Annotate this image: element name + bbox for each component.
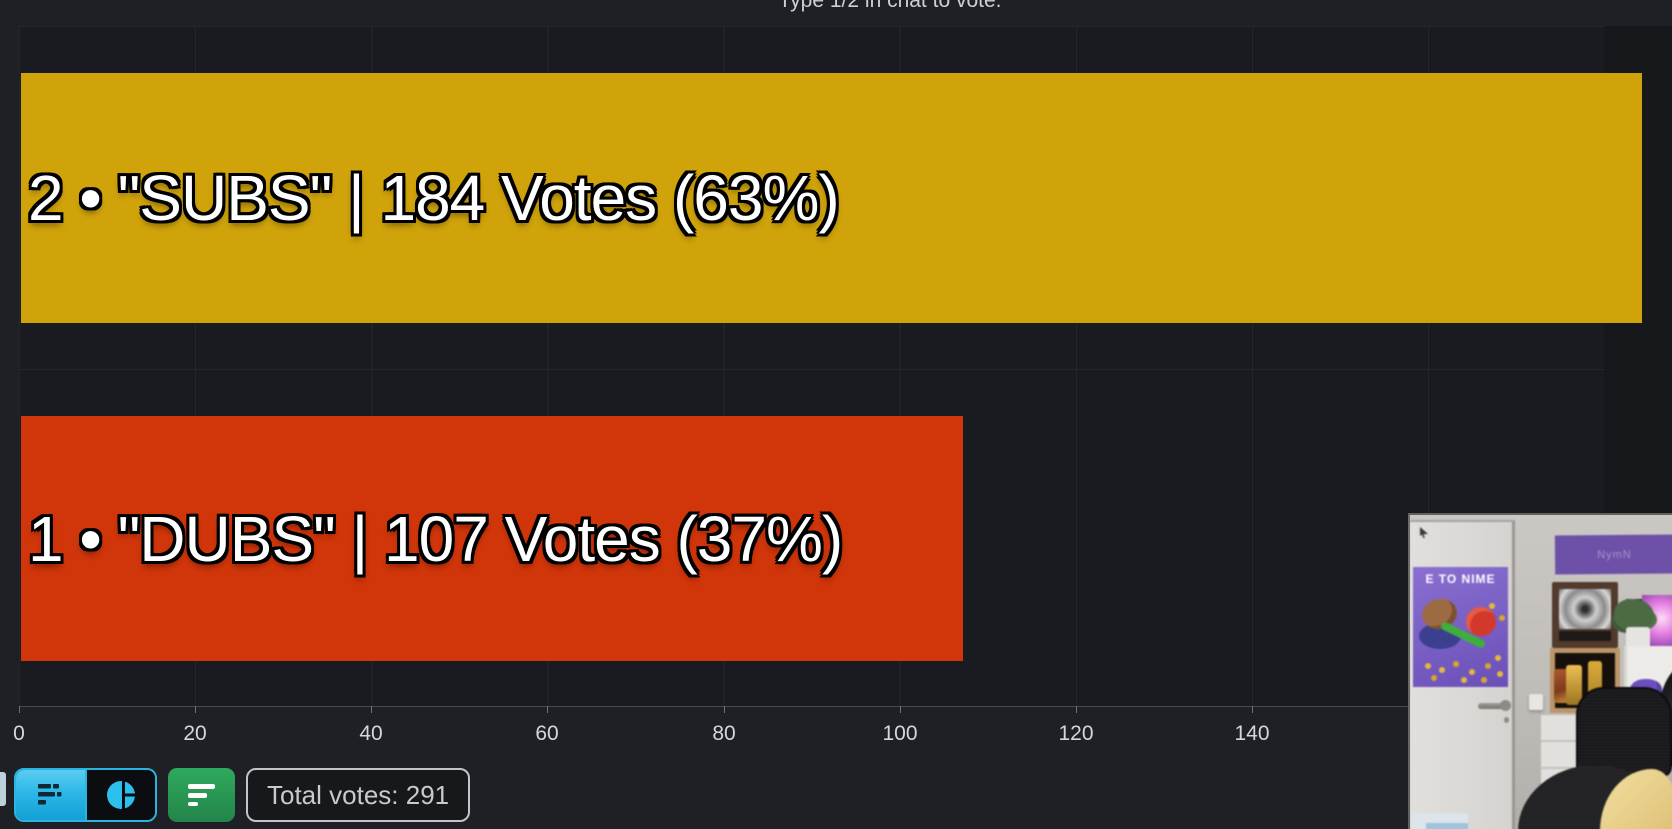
x-tick-label: 100 [882,722,918,745]
office-chair-headrest [1576,687,1672,777]
door-poster: E TO NIME [1413,567,1508,687]
chart-toolbar: Total votes: 291 [14,768,471,822]
x-tick-label: 120 [1058,722,1094,745]
picture-frame-band [1559,631,1611,641]
x-tick-label: 0 [13,722,25,745]
light-switch [1529,694,1543,710]
picture-frame [1552,582,1618,648]
picture-frame-art [1559,589,1611,629]
x-tick-mark [19,706,20,713]
webcam-overlay: E TO NIME NymN [1408,513,1672,829]
x-tick-mark [724,706,725,713]
x-tick-mark [900,706,901,713]
pie-view-button[interactable] [84,770,155,820]
x-tick-mark [547,706,548,713]
vote-bar-label: 2 • "SUBS" | 184 Votes (63%) [28,162,840,234]
webcam-corner-object-2 [1426,823,1468,829]
vote-bar-label: 1 • "DUBS" | 107 Votes (37%) [28,502,843,575]
gold-bottle [1566,665,1582,705]
door-handle [1478,703,1506,709]
streamer-sign: NymN [1554,534,1672,575]
bar-view-button[interactable] [16,770,85,820]
total-votes-badge: Total votes: 291 [246,768,471,822]
bar-chart-icon [38,784,62,805]
vote-bar: 1 • "DUBS" | 107 Votes (37%) [21,416,963,661]
webcam-scene: E TO NIME NymN [1410,515,1672,829]
x-tick-label: 20 [183,722,207,745]
horizontal-gridline [19,369,1604,370]
x-tick-label: 80 [712,722,736,745]
poster-art-coins [1425,663,1431,669]
x-tick-label: 60 [535,722,559,745]
streamer-sign-text: NymN [1597,548,1632,561]
sort-bars-icon [187,784,215,806]
poster-title: E TO NIME [1425,572,1496,586]
x-tick-mark [1252,706,1253,713]
x-tick-mark [195,706,196,713]
x-tick-label: 40 [359,722,383,745]
pie-chart-icon [106,778,138,812]
cursor-artifact [1420,527,1428,538]
shelf-trinket [1554,669,1568,703]
edge-widget-sliver [0,772,6,806]
chart-type-toggle [14,768,157,822]
sort-button[interactable] [168,768,235,822]
x-tick-label: 140 [1234,722,1270,745]
door-handle-base [1500,700,1511,711]
vote-bar: 2 • "SUBS" | 184 Votes (63%) [21,73,1642,323]
plant [1614,599,1654,631]
door-lock [1504,717,1509,723]
poster-art-tomato [1466,607,1496,636]
x-tick-mark [1076,706,1077,713]
x-tick-mark [371,706,372,713]
chart-title: Type 1/2 in chat to vote. [778,0,1002,12]
